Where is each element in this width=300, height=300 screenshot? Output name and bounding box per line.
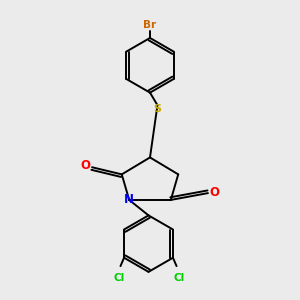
Text: S: S (153, 104, 161, 114)
Text: Cl: Cl (113, 273, 124, 283)
Text: Br: Br (143, 20, 157, 30)
Text: N: N (124, 194, 134, 206)
Text: O: O (209, 186, 220, 199)
Text: O: O (80, 159, 91, 172)
Text: Cl: Cl (174, 273, 185, 283)
